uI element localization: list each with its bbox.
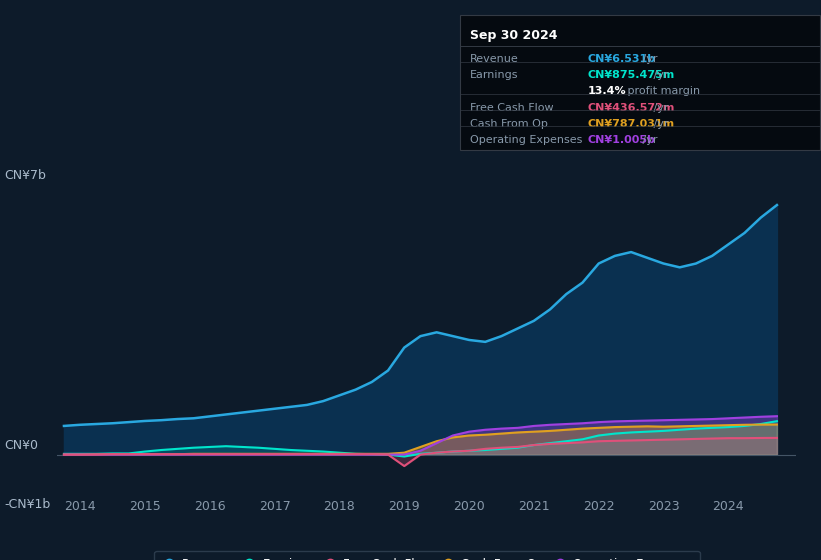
Text: 13.4%: 13.4%: [587, 86, 626, 96]
Text: Earnings: Earnings: [470, 71, 518, 81]
Text: /yr: /yr: [650, 71, 669, 81]
Text: /yr: /yr: [650, 119, 669, 129]
Text: profit margin: profit margin: [624, 86, 700, 96]
Text: CN¥0: CN¥0: [4, 439, 38, 452]
Text: CN¥7b: CN¥7b: [4, 169, 46, 181]
Text: Cash From Op: Cash From Op: [470, 119, 548, 129]
Text: Operating Expenses: Operating Expenses: [470, 134, 582, 144]
Text: -CN¥1b: -CN¥1b: [4, 498, 50, 511]
Text: Free Cash Flow: Free Cash Flow: [470, 102, 553, 113]
Text: /yr: /yr: [650, 102, 669, 113]
Text: CN¥436.572m: CN¥436.572m: [587, 102, 675, 113]
Text: CN¥1.005b: CN¥1.005b: [587, 134, 655, 144]
Text: /yr: /yr: [639, 134, 658, 144]
Text: CN¥875.475m: CN¥875.475m: [587, 71, 675, 81]
Text: /yr: /yr: [639, 54, 658, 64]
Text: CN¥787.031m: CN¥787.031m: [587, 119, 674, 129]
Legend: Revenue, Earnings, Free Cash Flow, Cash From Op, Operating Expenses: Revenue, Earnings, Free Cash Flow, Cash …: [154, 550, 699, 560]
Text: Revenue: Revenue: [470, 54, 519, 64]
Text: Sep 30 2024: Sep 30 2024: [470, 29, 557, 42]
Text: CN¥6.531b: CN¥6.531b: [587, 54, 655, 64]
